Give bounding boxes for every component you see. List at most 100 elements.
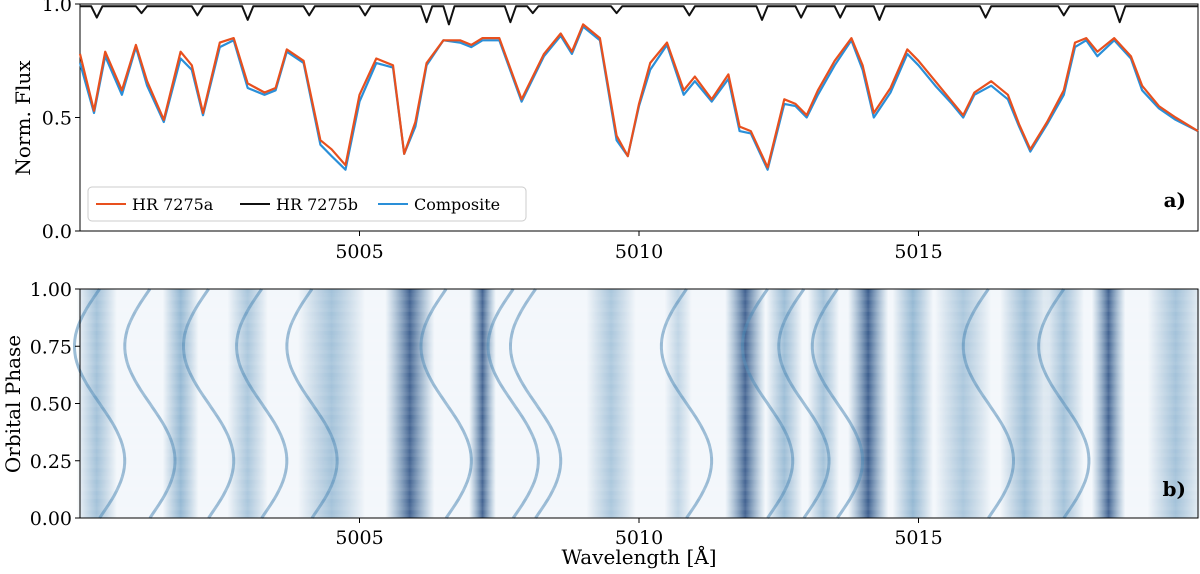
noise-stripe — [80, 502, 1198, 507]
noise-stripe — [80, 369, 1198, 373]
noise-stripe — [80, 411, 1198, 415]
noise-stripe — [80, 392, 1198, 396]
companion-line — [123, 288, 177, 519]
legend: HR 7275a HR 7275b Composite — [87, 186, 527, 222]
panel-b-xlabel: Wavelength [Å] — [561, 544, 716, 569]
noise-stripe — [80, 315, 1198, 320]
companion-line — [419, 288, 473, 519]
noise-stripe — [80, 415, 1198, 419]
panel-a-ticks: 5005 5010 5015 0.0 0.5 1.0 — [42, 0, 943, 263]
panel-a: 5005 5010 5015 0.0 0.5 1.0 Norm. Flux a) HR 7… — [11, 0, 1199, 263]
absorption-band — [766, 289, 803, 518]
companion-line — [509, 288, 563, 519]
noise-stripe — [80, 491, 1198, 495]
panel-a-ylabel: Norm. Flux — [11, 60, 35, 176]
noise-stripe — [80, 483, 1198, 488]
noise-stripe — [80, 434, 1198, 438]
noise-stripe — [80, 506, 1198, 511]
noise-stripe — [80, 499, 1198, 503]
y-tick-label: 1.0 — [42, 0, 72, 16]
noise-stripe — [80, 464, 1198, 469]
y-tick-label: 0.0 — [42, 221, 72, 243]
companion-line — [777, 288, 831, 519]
noise-stripe — [80, 323, 1198, 327]
companion-line — [182, 288, 236, 519]
companion-line — [659, 288, 714, 519]
noise-stripe — [80, 289, 1198, 293]
x-tick-label: 5015 — [894, 527, 942, 549]
panel-a-series-lines — [78, 5, 1199, 171]
y-tick-label: 0.50 — [30, 394, 72, 416]
noise-stripe — [80, 308, 1198, 312]
noise-stripe — [80, 422, 1198, 427]
y-tick-label: 0.75 — [30, 336, 72, 358]
companion-line — [1037, 288, 1091, 519]
noise-stripe — [80, 438, 1198, 442]
absorption-band — [1091, 289, 1126, 518]
legend-label: HR 7275a — [132, 195, 214, 214]
noise-stripe — [80, 495, 1198, 499]
noise-stripe — [80, 399, 1198, 404]
noise-stripe — [80, 380, 1198, 385]
noise-stripe — [80, 407, 1198, 411]
companion-line — [235, 288, 289, 519]
companion-line — [961, 288, 1015, 519]
panel-b-ylabel: Orbital Phase — [1, 335, 25, 473]
noise-stripe — [80, 300, 1198, 304]
noise-stripe — [80, 480, 1198, 484]
companion-line — [285, 288, 339, 519]
noise-stripe — [80, 361, 1198, 366]
companion-line — [73, 288, 127, 519]
series-line-hr-7275a — [78, 23, 1199, 169]
companion-line — [741, 288, 795, 519]
noise-stripe — [80, 514, 1198, 518]
noise-stripe — [80, 338, 1198, 343]
noise-stripe — [80, 396, 1198, 400]
noise-stripe — [80, 350, 1198, 354]
noise-stripe — [80, 441, 1198, 446]
x-tick-label: 5005 — [335, 527, 383, 549]
noise-stripe — [80, 457, 1198, 461]
absorption-band — [385, 289, 435, 518]
companion-line — [810, 288, 865, 519]
noise-stripe — [80, 319, 1198, 324]
absorption-band — [76, 289, 117, 518]
noise-stripe — [80, 460, 1198, 465]
noise-stripe — [80, 476, 1198, 480]
noise-stripe — [80, 304, 1198, 309]
absorption-band — [935, 289, 992, 518]
x-tick-label: 5005 — [335, 241, 383, 263]
noise-stripe — [80, 403, 1198, 408]
noise-stripe — [80, 426, 1198, 430]
noise-stripe — [80, 342, 1198, 346]
legend-box — [87, 186, 527, 222]
y-tick-label: 0.25 — [30, 451, 72, 473]
noise-stripe — [80, 312, 1198, 316]
noise-stripe — [80, 357, 1198, 362]
panel-a-label: a) — [1164, 188, 1186, 212]
series-line-hr-7275b — [80, 5, 1198, 26]
x-tick-label: 5010 — [615, 527, 663, 549]
noise-stripe — [80, 376, 1198, 381]
noise-stripe — [80, 453, 1198, 457]
absorption-band — [892, 289, 934, 518]
noise-stripe — [80, 468, 1198, 472]
noise-stripe — [80, 331, 1198, 335]
absorption-band — [298, 289, 366, 518]
noise-stripe — [80, 487, 1198, 492]
noise-stripe — [80, 334, 1198, 339]
noise-stripe — [80, 365, 1198, 369]
x-tick-label: 5010 — [615, 241, 663, 263]
noise-stripe — [80, 510, 1198, 514]
noise-stripe — [80, 388, 1198, 393]
noise-stripe — [80, 346, 1198, 351]
absorption-band — [586, 289, 636, 518]
noise-stripe — [80, 373, 1198, 377]
noise-stripe — [80, 354, 1198, 358]
y-tick-label: 1.00 — [30, 279, 72, 301]
companion-line — [486, 288, 540, 519]
x-tick-label: 5015 — [894, 241, 942, 263]
y-tick-label: 0.5 — [42, 108, 72, 130]
noise-stripe — [80, 327, 1198, 331]
